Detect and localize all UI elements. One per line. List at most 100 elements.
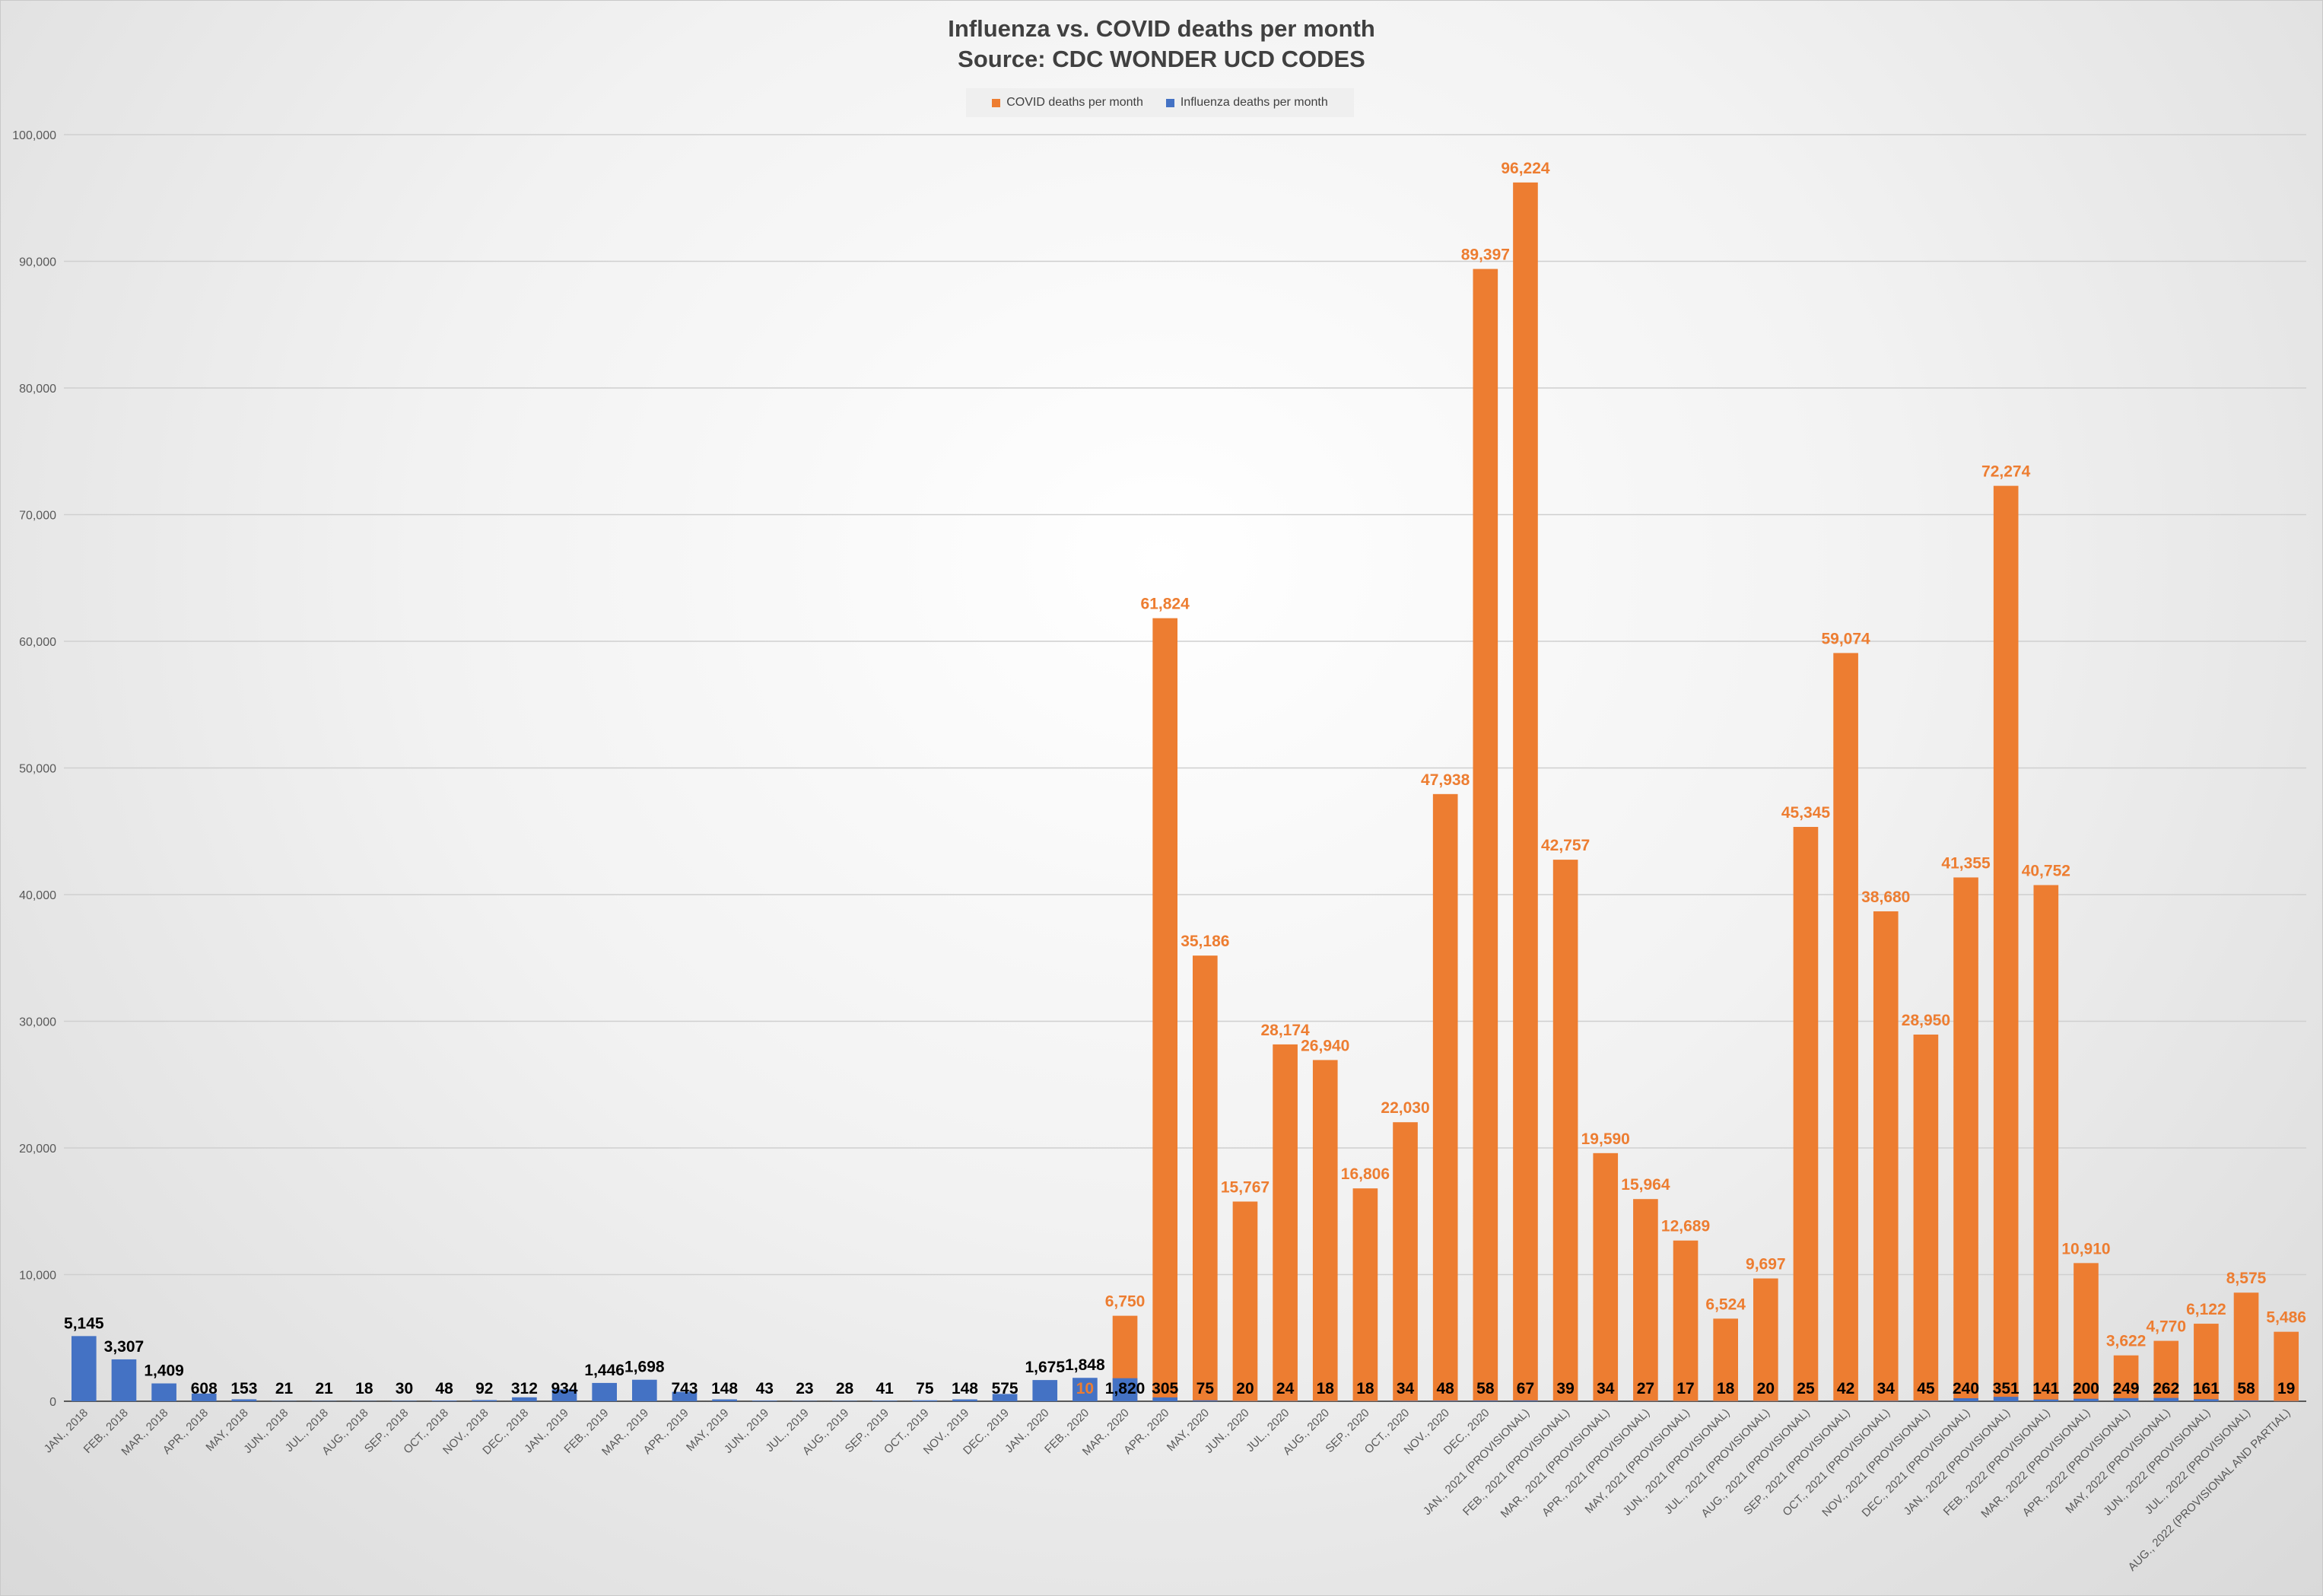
influenza-bar — [2153, 1397, 2179, 1401]
influenza-data-label: 1,820 — [1105, 1380, 1146, 1397]
influenza-bar — [1432, 1400, 1458, 1401]
legend-swatch-covid — [992, 98, 1001, 107]
influenza-data-label: 934 — [551, 1380, 578, 1397]
covid-data-label: 8,575 — [2226, 1270, 2267, 1287]
influenza-data-label: 249 — [2113, 1380, 2140, 1397]
legend-item-covid: COVID deaths per month — [992, 96, 1143, 110]
covid-bar — [1193, 955, 1218, 1401]
covid-data-label: 3,622 — [2106, 1333, 2147, 1350]
influenza-data-label: 17 — [1676, 1380, 1694, 1397]
influenza-data-label: 23 — [796, 1380, 813, 1397]
chart-title: Influenza vs. COVID deaths per month — [948, 15, 1375, 42]
influenza-data-label: 18 — [1317, 1380, 1335, 1397]
influenza-data-label: 1,698 — [624, 1359, 665, 1376]
covid-data-label: 10 — [1076, 1380, 1094, 1397]
covid-bar — [2153, 1340, 2179, 1401]
influenza-bar — [191, 1393, 217, 1401]
covid-data-label: 10,910 — [2061, 1240, 2110, 1257]
covid-bar — [1953, 877, 1978, 1401]
influenza-bar — [1593, 1400, 1619, 1401]
influenza-bar — [752, 1400, 777, 1401]
influenza-data-label: 200 — [2073, 1380, 2099, 1397]
influenza-data-label: 3,307 — [104, 1338, 145, 1356]
legend-label-influenza: Influenza deaths per month — [1180, 96, 1328, 109]
covid-bar — [1713, 1318, 1738, 1401]
influenza-data-label: 48 — [1436, 1380, 1454, 1397]
covid-bar — [2074, 1263, 2099, 1401]
influenza-data-label: 575 — [992, 1380, 1018, 1397]
influenza-data-label: 305 — [1152, 1380, 1178, 1397]
influenza-data-label: 34 — [1877, 1380, 1896, 1397]
influenza-data-label: 48 — [435, 1380, 453, 1397]
covid-data-label: 4,770 — [2146, 1318, 2186, 1336]
influenza-bar — [1152, 1397, 1177, 1401]
influenza-bar — [632, 1379, 657, 1401]
covid-bar — [1673, 1240, 1699, 1401]
covid-bar — [2113, 1355, 2139, 1401]
influenza-bar — [2033, 1399, 2059, 1401]
influenza-data-label: 1,446 — [584, 1362, 624, 1379]
influenza-bar — [1032, 1380, 1058, 1401]
covid-bar — [1393, 1122, 1418, 1401]
y-tick-label: 100,000 — [12, 129, 56, 142]
y-tick-label: 40,000 — [19, 889, 56, 902]
influenza-data-label: 351 — [1993, 1380, 2020, 1397]
covid-data-label: 42,757 — [1541, 837, 1590, 854]
covid-bar — [2274, 1331, 2299, 1401]
covid-data-label: 89,397 — [1461, 246, 1510, 264]
covid-bar — [1513, 182, 1538, 1402]
legend-label-covid: COVID deaths per month — [1006, 96, 1143, 109]
influenza-bar — [2113, 1397, 2139, 1401]
y-tick-label: 0 — [49, 1396, 56, 1409]
influenza-bar — [1112, 1378, 1138, 1401]
influenza-data-label: 58 — [1476, 1380, 1495, 1397]
influenza-data-label: 42 — [1837, 1380, 1854, 1397]
y-tick-label: 70,000 — [19, 510, 56, 523]
influenza-data-label: 20 — [1236, 1380, 1254, 1397]
covid-data-label: 9,697 — [1746, 1256, 1786, 1273]
covid-bar — [1552, 860, 1578, 1401]
influenza-data-label: 28 — [836, 1380, 854, 1397]
covid-data-label: 16,806 — [1341, 1165, 1390, 1183]
influenza-data-label: 43 — [756, 1380, 774, 1397]
influenza-bar — [872, 1400, 898, 1401]
influenza-data-label: 18 — [1717, 1380, 1735, 1397]
covid-data-label: 35,186 — [1181, 933, 1229, 950]
covid-bar — [1873, 911, 1899, 1401]
influenza-bar — [1953, 1398, 1978, 1401]
covid-data-label: 5,486 — [2266, 1309, 2306, 1327]
influenza-data-label: 92 — [475, 1380, 493, 1397]
covid-data-label: 41,355 — [1941, 854, 1991, 872]
covid-data-label: 26,940 — [1301, 1037, 1349, 1054]
covid-bar — [1312, 1060, 1338, 1401]
influenza-data-label: 312 — [511, 1380, 538, 1397]
covid-data-label: 72,274 — [1981, 463, 2031, 481]
influenza-data-label: 58 — [2237, 1380, 2255, 1397]
influenza-bar — [712, 1399, 737, 1401]
influenza-data-label: 25 — [1797, 1380, 1815, 1397]
covid-bar — [2194, 1324, 2219, 1401]
influenza-bar — [672, 1391, 698, 1401]
covid-data-label: 6,122 — [2186, 1301, 2226, 1318]
influenza-data-label: 19 — [2277, 1380, 2295, 1397]
influenza-data-label: 153 — [230, 1380, 257, 1397]
influenza-data-label: 21 — [275, 1380, 294, 1397]
influenza-bar — [2233, 1400, 2259, 1401]
covid-bar — [1753, 1278, 1778, 1401]
influenza-data-label: 161 — [2193, 1380, 2220, 1397]
influenza-data-label: 1,409 — [144, 1362, 184, 1380]
influenza-data-label: 34 — [1597, 1380, 1615, 1397]
influenza-bar — [1993, 1397, 2019, 1401]
influenza-data-label: 67 — [1517, 1380, 1534, 1397]
covid-data-label: 22,030 — [1381, 1099, 1429, 1117]
legend-swatch-influenza — [1165, 98, 1174, 107]
influenza-bar — [2194, 1399, 2219, 1401]
covid-data-label: 6,750 — [1105, 1293, 1146, 1311]
influenza-bar — [912, 1400, 938, 1401]
influenza-bar — [992, 1394, 1018, 1401]
covid-data-label: 61,824 — [1141, 596, 1190, 613]
influenza-data-label: 45 — [1917, 1380, 1935, 1397]
influenza-bar — [111, 1359, 137, 1401]
covid-data-label: 96,224 — [1501, 160, 1550, 177]
covid-data-label: 15,767 — [1221, 1178, 1270, 1196]
